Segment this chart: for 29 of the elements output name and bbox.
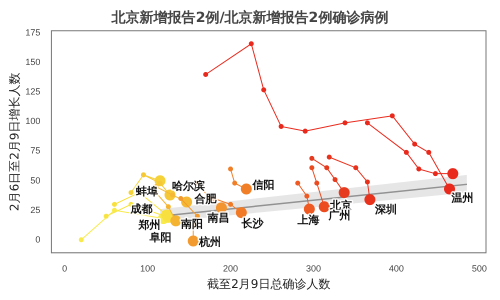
annotation: 阜阳 xyxy=(148,230,172,244)
annotation: 广州 xyxy=(327,209,350,222)
annotation: 杭州 xyxy=(198,235,222,248)
x-tick-label: 100 xyxy=(140,264,156,274)
annotation: 郑州 xyxy=(137,218,160,232)
y-tick-label: 150 xyxy=(25,57,40,68)
x-tick-label: 500 xyxy=(472,264,487,274)
annotation: 南昌 xyxy=(206,211,230,224)
x-axis-title: 截至2月9日总确诊人数 xyxy=(207,276,330,291)
y-tick-label: 25 xyxy=(30,204,40,215)
y-tick-label: 100 xyxy=(25,116,40,126)
annotation: 长沙 xyxy=(240,217,264,230)
annotation: 温州 xyxy=(450,191,474,204)
x-tick-label: 200 xyxy=(223,264,238,274)
annotation: 深圳 xyxy=(374,203,397,216)
annotation: 蚌埠 xyxy=(135,185,158,198)
chart-title: 北京新增报告2例/北京新增报告2例确诊病例 xyxy=(110,9,388,26)
annotation: 北京 xyxy=(329,198,352,212)
x-tick-label: 300 xyxy=(306,264,322,274)
y-axis-title: 2月6日至2月9日增长人数 xyxy=(7,72,22,212)
x-tick-label: 0 xyxy=(62,264,68,274)
annotation: 信阳 xyxy=(251,178,274,192)
x-tick-label: 400 xyxy=(388,264,404,274)
y-tick-label: 75 xyxy=(30,146,40,156)
y-tick-label: 125 xyxy=(25,86,40,97)
annotation: 上海 xyxy=(296,213,320,226)
y-tick-label: 0 xyxy=(35,234,40,244)
y-tick-label: 50 xyxy=(30,175,40,186)
y-tick-label: 175 xyxy=(25,28,40,38)
